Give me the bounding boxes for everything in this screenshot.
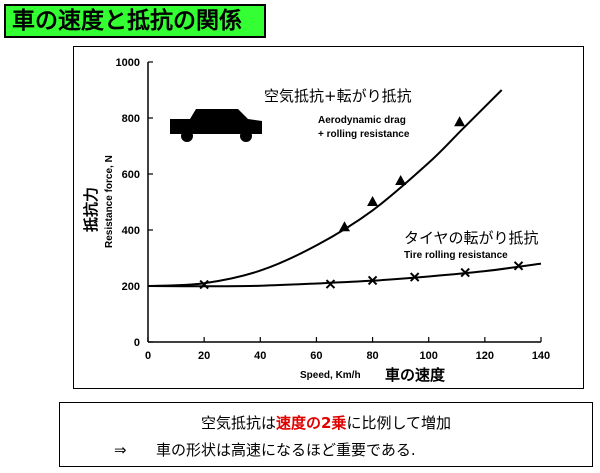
x-tick-label: 140	[532, 350, 550, 362]
x-tick-label: 0	[145, 350, 151, 362]
series-1-point	[395, 175, 407, 185]
series-2-point	[199, 279, 209, 290]
series-2-point	[325, 279, 336, 289]
note-line-2: ⇒ 車の形状は高速になるほど重要である.	[114, 439, 416, 460]
note-line-1-pre: 空気抵抗は	[200, 414, 276, 432]
series-2-point	[367, 275, 378, 286]
y-tick-label: 1000	[116, 57, 140, 69]
x-tick-label: 80	[366, 350, 378, 362]
chart-frame	[73, 46, 584, 389]
series-1-label-en-2: + rolling resistance	[318, 129, 410, 140]
note-line-1: 空気抵抗は速度の2乗に比例して増加	[60, 412, 592, 433]
y-axis-title: Resistance force, N	[104, 155, 115, 248]
series-2-label-en: Tire rolling resistance	[404, 250, 508, 261]
series-2-label-jp: タイヤの転がり抵抗	[404, 229, 539, 247]
y-tick-label: 800	[122, 113, 140, 125]
series-1-point	[454, 116, 466, 127]
y-axis-title-jp: 抵抗力	[82, 187, 100, 232]
series-1-label-en-1: Aerodynamic drag	[318, 115, 406, 126]
x-tick-label: 20	[198, 350, 210, 362]
note-line-2-text: 車の形状は高速になるほど重要である.	[156, 441, 416, 459]
series-2-point	[409, 272, 420, 282]
car-icon	[170, 109, 262, 142]
x-axis-title-jp: 車の速度	[385, 366, 446, 384]
y-tick-label: 200	[122, 281, 140, 293]
x-axis-title: Speed, Km/h	[300, 370, 361, 381]
x-tick-label: 120	[476, 350, 494, 362]
series-2-point	[460, 267, 470, 278]
series-2-point	[513, 261, 524, 271]
note-highlight: 速度の2乗	[276, 414, 347, 432]
series-1-point	[339, 221, 350, 232]
page-title: 車の速度と抵抗の関係	[4, 4, 266, 38]
note-line-1-post: に比例して増加	[346, 414, 451, 432]
x-tick-label: 40	[254, 350, 266, 362]
y-tick-label: 0	[134, 337, 140, 349]
y-tick-label: 600	[122, 169, 140, 181]
series-1-point	[367, 196, 379, 206]
x-tick-label: 100	[420, 350, 438, 362]
y-tick-label: 400	[122, 225, 140, 237]
x-tick-label: 60	[310, 350, 322, 362]
series-1-label-jp: 空気抵抗+転がり抵抗	[264, 87, 412, 105]
arrow-icon: ⇒	[114, 441, 127, 459]
note-box: 空気抵抗は速度の2乗に比例して増加 ⇒ 車の形状は高速になるほど重要である.	[59, 402, 593, 467]
series-2-line	[147, 262, 542, 288]
